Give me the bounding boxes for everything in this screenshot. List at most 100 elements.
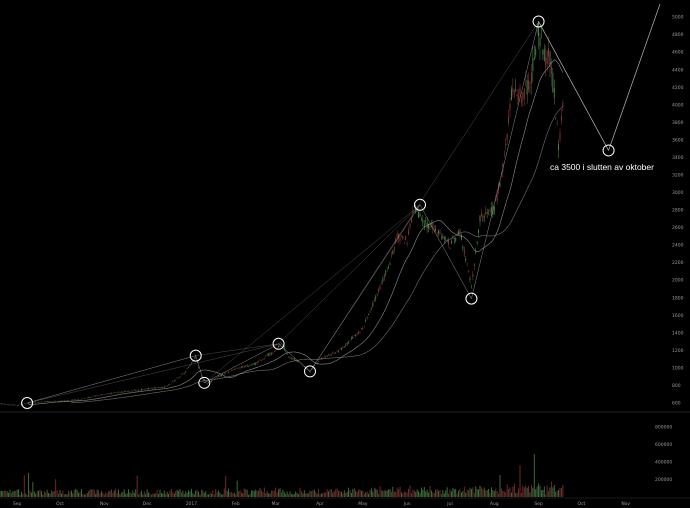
volume-bars	[0, 454, 564, 497]
volume-bar	[493, 490, 495, 497]
candle-body	[368, 313, 370, 315]
volume-bar	[310, 491, 312, 497]
volume-bar	[233, 492, 235, 497]
volume-bar	[359, 489, 361, 497]
channel-line	[309, 21, 539, 372]
volume-bar	[560, 488, 562, 497]
y-tick-label: 3400	[672, 155, 684, 161]
volume-bar	[468, 490, 470, 497]
volume-bar	[506, 484, 508, 497]
volume-bar	[368, 493, 370, 497]
volume-bar	[533, 454, 535, 497]
candle-body	[432, 223, 434, 231]
candle-body	[210, 380, 212, 382]
volume-bar	[200, 489, 202, 497]
candle-body	[340, 347, 342, 350]
candle-body	[12, 404, 14, 406]
x-tick-label: Jun	[403, 501, 411, 507]
volume-bar	[342, 493, 344, 497]
volume-bar	[172, 492, 174, 497]
volume-bar	[50, 490, 52, 497]
volume-bar	[278, 489, 280, 497]
volume-bar	[540, 490, 542, 497]
volume-bar	[169, 490, 171, 497]
volume-bar	[145, 493, 147, 497]
volume-bar	[26, 494, 28, 497]
volume-bar	[488, 488, 490, 497]
candle-body	[369, 311, 371, 313]
volume-bar	[376, 489, 378, 497]
volume-bar	[469, 487, 471, 497]
volume-bar	[295, 491, 297, 497]
candle-body	[558, 144, 560, 151]
candle-body	[219, 375, 221, 377]
candle-body	[275, 350, 277, 352]
volume-bar	[426, 489, 428, 497]
volume-bar	[378, 493, 380, 497]
volume-bar	[352, 488, 354, 497]
candle-body	[405, 236, 407, 241]
candle-body	[393, 247, 395, 251]
candle-body	[136, 389, 138, 391]
volume-bar	[79, 491, 81, 497]
volume-bar	[85, 494, 87, 497]
volume-bar	[530, 484, 532, 497]
volume-bar	[395, 491, 397, 497]
volume-bar	[43, 491, 45, 497]
volume-bar	[475, 486, 477, 497]
trendlines	[27, 3, 661, 404]
candle-body	[43, 401, 45, 403]
candle-body	[278, 346, 280, 348]
volume-bar	[135, 489, 137, 497]
volume-bar	[372, 491, 374, 497]
candle-body	[499, 183, 501, 187]
volume-bar	[496, 490, 498, 497]
candle-body	[246, 365, 248, 367]
volume-bar	[383, 489, 385, 497]
volume-bar	[52, 491, 54, 497]
volume-bar	[59, 489, 61, 497]
candle-body	[476, 241, 478, 243]
volume-bar	[420, 487, 422, 497]
y-tick-label: 4000	[672, 102, 684, 108]
candle-body	[383, 274, 385, 279]
volume-bar	[328, 491, 330, 497]
volume-bar	[538, 483, 540, 497]
volume-bar	[72, 493, 74, 497]
volume-bar	[473, 492, 475, 497]
volume-bar	[99, 493, 101, 497]
volume-bar	[90, 489, 92, 497]
volume-bar	[502, 491, 504, 497]
volume-bar	[246, 489, 248, 497]
volume-bar	[106, 493, 108, 497]
candle-body	[482, 215, 484, 222]
candle-body	[422, 219, 424, 224]
volume-bar	[250, 490, 252, 497]
volume-bar	[22, 494, 24, 497]
volume-bar	[470, 488, 472, 497]
volume-bar	[446, 487, 448, 497]
volume-bar	[386, 490, 388, 497]
volume-bar	[438, 491, 440, 497]
candle-body	[539, 38, 541, 47]
x-tick-label: Apr	[316, 501, 324, 507]
volume-bar	[370, 488, 372, 497]
volume-bar	[113, 490, 115, 497]
candle-body	[552, 72, 554, 92]
y-tick-label: 4200	[672, 85, 684, 91]
candle-body	[336, 350, 338, 352]
volume-bar	[436, 489, 438, 497]
volume-bar	[338, 490, 340, 497]
volume-bar	[123, 489, 125, 497]
candle-body	[312, 367, 314, 369]
volume-bar	[18, 489, 20, 497]
volume-bar	[155, 493, 157, 497]
x-tick-label: Nov	[621, 501, 630, 507]
volume-bar	[392, 486, 394, 497]
candle-body	[343, 346, 345, 347]
candle-body	[442, 236, 444, 239]
volume-bar	[348, 487, 350, 497]
volume-bar	[318, 489, 320, 497]
candle-body	[406, 243, 408, 245]
trendline-segment	[195, 355, 205, 383]
